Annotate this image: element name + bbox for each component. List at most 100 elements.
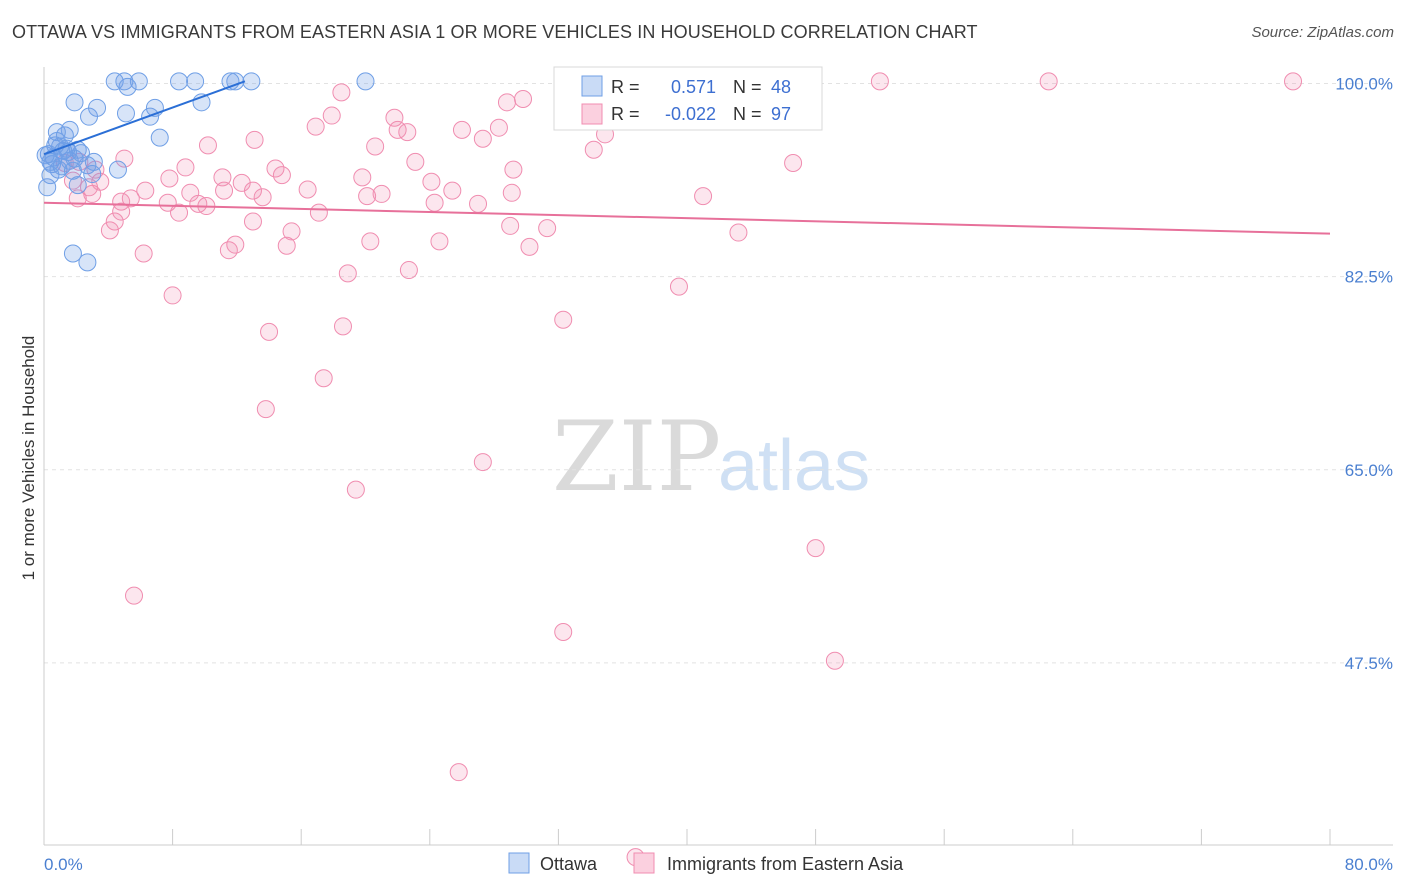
eastern-asia-point-7 [514, 90, 533, 109]
eastern-asia-point-52 [425, 193, 444, 212]
ottawa-point-36 [83, 165, 102, 184]
eastern-asia-point-40 [502, 183, 521, 202]
legend-label-ottawa: Ottawa [540, 854, 598, 874]
eastern-asia-point-18 [245, 130, 264, 149]
eastern-asia-point-16 [388, 120, 407, 139]
stats-r-label-ottawa: R = [611, 77, 640, 97]
ottawa-point-4 [186, 72, 205, 91]
y-tick-label-0: 47.5% [1345, 654, 1393, 673]
eastern-asia-point-73 [669, 277, 688, 296]
eastern-asia-point-65 [430, 232, 449, 251]
stats-swatch-ottawa [581, 75, 603, 97]
y-axis-title: 1 or more Vehicles in Household [19, 336, 38, 581]
eastern-asia-point-27 [406, 152, 425, 171]
eastern-asia-point-74 [163, 286, 182, 305]
eastern-asia-point-95 [100, 221, 119, 240]
eastern-asia-point-37 [298, 180, 317, 199]
ottawa-point-33 [108, 160, 127, 179]
eastern-asia-point-41 [136, 181, 155, 200]
eastern-asia-point-6 [332, 83, 351, 102]
eastern-asia-point-49 [112, 192, 131, 211]
stats-n-label-ottawa: N = [733, 77, 762, 97]
eastern-asia-point-82 [806, 539, 825, 558]
eastern-asia-point-88 [115, 149, 134, 168]
series-ottawa-points [36, 72, 375, 272]
legend-label-eastern-asia: Immigrants from Eastern Asia [667, 854, 904, 874]
stats-n-value-eastern-asia: 97 [771, 104, 791, 124]
ottawa-point-14 [116, 104, 135, 123]
eastern-asia-point-59 [243, 212, 262, 231]
stats-r-value-eastern-asia: -0.022 [665, 104, 716, 124]
stats-box: R = 0.571 N = 48 R = -0.022 N = 97 [553, 66, 823, 131]
trend-lines [43, 80, 1331, 235]
ottawa-point-3 [170, 72, 189, 91]
eastern-asia-point-63 [729, 223, 748, 242]
eastern-asia-point-34 [422, 172, 441, 191]
eastern-asia-point-89 [232, 173, 251, 192]
eastern-asia-point-96 [253, 188, 272, 207]
eastern-asia-point-31 [213, 168, 232, 187]
ottawa-point-37 [68, 176, 87, 195]
ottawa-point-7 [242, 72, 261, 91]
eastern-asia-point-5 [1284, 72, 1303, 91]
eastern-asia-point-83 [125, 586, 144, 605]
eastern-asia-point-67 [277, 236, 296, 255]
ottawa-point-8 [356, 72, 375, 91]
eastern-asia-point-77 [260, 322, 279, 341]
ottawa-point-44 [71, 144, 90, 163]
stats-n-label-eastern-asia: N = [733, 104, 762, 124]
eastern-asia-point-57 [309, 203, 328, 222]
eastern-asia-point-20 [198, 136, 217, 155]
ottawa-point-40 [78, 253, 97, 272]
eastern-asia-point-39 [443, 181, 462, 200]
eastern-asia-point-69 [219, 241, 238, 260]
eastern-asia-point-79 [256, 400, 275, 419]
eastern-asia-point-80 [473, 453, 492, 472]
eastern-asia-point-19 [473, 129, 492, 148]
eastern-asia-point-61 [538, 219, 557, 238]
eastern-asia-point-10 [322, 106, 341, 125]
axes [43, 67, 1393, 846]
ottawa-point-20 [150, 128, 169, 147]
eastern-asia-point-11 [385, 108, 404, 127]
source-label: Source: ZipAtlas.com [1251, 24, 1394, 41]
eastern-asia-point-42 [215, 181, 234, 200]
chart-title: OTTAWA VS IMMIGRANTS FROM EASTERN ASIA 1… [12, 22, 978, 42]
ottawa-point-9 [118, 77, 137, 96]
eastern-asia-point-46 [694, 187, 713, 206]
y-tick-label-1: 65.0% [1345, 461, 1393, 480]
eastern-asia-point-8 [497, 93, 516, 112]
eastern-asia-point-70 [134, 244, 153, 263]
eastern-asia-point-64 [361, 232, 380, 251]
eastern-asia-point-76 [333, 317, 352, 336]
eastern-asia-point-50 [158, 193, 177, 212]
eastern-asia-point-48 [121, 189, 140, 208]
legend: Ottawa Immigrants from Eastern Asia [508, 852, 904, 874]
legend-swatch-ottawa [508, 852, 530, 874]
stats-n-value-ottawa: 48 [771, 77, 791, 97]
eastern-asia-point-92 [353, 168, 372, 187]
y-tick-labels: 47.5% 65.0% 82.5% 100.0% [1335, 75, 1393, 673]
eastern-asia-point-60 [501, 216, 520, 235]
eastern-asia-point-22 [584, 140, 603, 159]
y-tick-label-2: 82.5% [1345, 268, 1393, 287]
watermark-atlas: atlas [718, 426, 870, 506]
eastern-asia-point-86 [449, 763, 468, 782]
ottawa-point-1 [115, 72, 134, 91]
eastern-asia-trend-line [43, 201, 1331, 235]
eastern-asia-point-45 [358, 187, 377, 206]
eastern-asia-point-21 [366, 137, 385, 156]
stats-r-label-eastern-asia: R = [611, 104, 640, 124]
eastern-asia-point-32 [160, 169, 179, 188]
eastern-asia-point-71 [399, 261, 418, 280]
ottawa-point-38 [38, 178, 57, 197]
stats-r-value-ottawa: 0.571 [671, 77, 716, 97]
eastern-asia-point-68 [520, 237, 539, 256]
eastern-asia-point-81 [346, 480, 365, 499]
ottawa-point-15 [80, 107, 99, 126]
y-tick-label-3: 100.0% [1335, 75, 1393, 94]
eastern-asia-point-14 [489, 118, 508, 137]
watermark-zip: ZIP [552, 401, 721, 513]
eastern-asia-point-56 [170, 203, 189, 222]
